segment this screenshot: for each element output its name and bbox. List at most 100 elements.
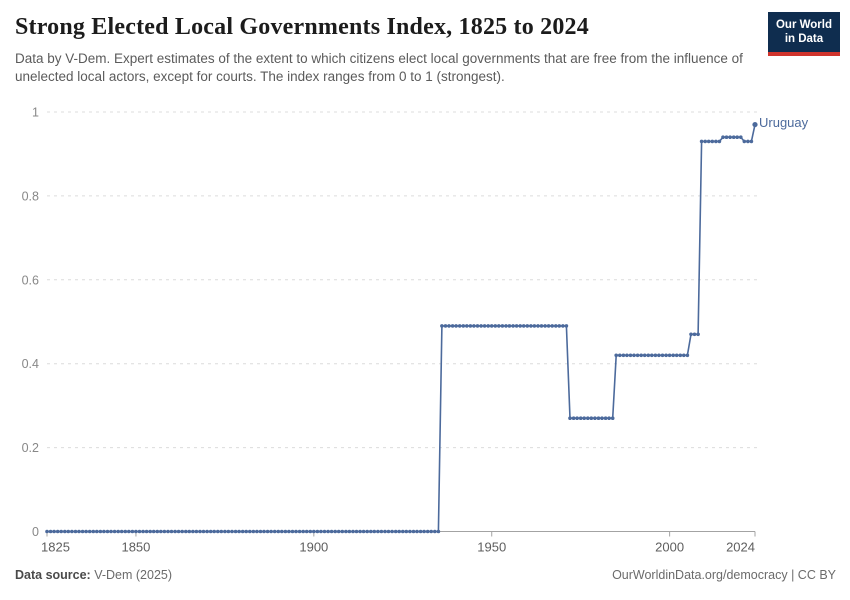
chart-header: Strong Elected Local Governments Index, …	[15, 14, 755, 86]
data-point-marker	[226, 529, 231, 534]
data-point-marker	[450, 324, 455, 328]
data-point-marker	[144, 529, 149, 534]
data-point-marker	[408, 529, 412, 534]
data-point-marker	[301, 529, 306, 534]
data-point-marker	[251, 529, 256, 534]
y-tick-label: 0.2	[22, 441, 39, 455]
data-point-marker	[276, 529, 281, 534]
data-point-marker	[475, 324, 480, 328]
data-point-marker	[610, 416, 615, 421]
data-point-marker	[379, 529, 384, 534]
data-point-marker	[436, 529, 441, 534]
y-tick-label: 0	[32, 525, 39, 539]
data-point-marker	[404, 529, 409, 534]
data-point-marker	[155, 529, 160, 534]
x-tick-label: 1900	[299, 540, 328, 555]
data-source-value: V-Dem (2025)	[94, 568, 173, 582]
data-point-marker	[468, 324, 473, 328]
data-point-marker	[112, 529, 117, 534]
data-point-marker	[593, 416, 597, 421]
data-point-marker	[685, 353, 690, 358]
data-point-marker	[280, 529, 284, 534]
data-point-marker	[361, 529, 366, 534]
data-point-marker	[137, 529, 142, 534]
data-point-marker	[322, 529, 327, 534]
data-point-marker	[457, 324, 462, 328]
data-point-marker	[393, 529, 398, 534]
data-point-marker	[454, 324, 458, 328]
data-point-marker	[127, 529, 131, 534]
data-point-marker	[319, 529, 323, 534]
data-point-marker	[440, 324, 444, 328]
credit-link[interactable]: OurWorldinData.org/democracy | CC BY	[612, 568, 836, 582]
data-point-marker	[472, 324, 476, 328]
data-point-marker	[45, 529, 49, 534]
data-point-marker	[586, 416, 590, 421]
data-point-marker	[358, 529, 362, 534]
data-point-marker	[269, 529, 273, 534]
data-point-marker	[664, 353, 668, 358]
data-point-marker	[678, 353, 683, 358]
data-point-marker	[240, 529, 245, 534]
data-point-marker	[383, 529, 387, 534]
data-point-marker	[546, 324, 551, 328]
data-point-marker	[98, 529, 103, 534]
data-point-marker	[429, 529, 434, 534]
data-point-marker	[141, 529, 145, 534]
data-point-marker	[660, 353, 665, 358]
data-point-marker	[628, 353, 633, 358]
data-point-marker	[208, 529, 213, 534]
data-point-marker	[411, 529, 416, 534]
data-point-marker	[329, 529, 334, 534]
chart-subtitle: Data by V-Dem. Expert estimates of the e…	[15, 51, 743, 84]
data-point-marker	[724, 135, 729, 139]
data-point-marker	[219, 529, 224, 534]
data-point-marker	[344, 529, 348, 534]
data-point-marker	[151, 529, 156, 534]
data-point-marker	[48, 529, 53, 534]
data-point-marker	[294, 529, 298, 534]
data-point-marker	[507, 324, 512, 328]
data-point-marker	[621, 353, 626, 358]
data-point-marker	[262, 529, 266, 534]
data-point-marker	[265, 529, 270, 534]
data-point-marker	[105, 529, 110, 534]
data-point-marker	[529, 324, 533, 328]
data-source-note: Data source: V-Dem (2025)	[15, 568, 172, 582]
data-point-marker	[642, 353, 647, 358]
data-point-marker	[504, 324, 508, 328]
data-point-marker	[134, 529, 138, 534]
series-endpoint-label: Uruguay	[759, 115, 809, 130]
data-point-marker	[365, 529, 370, 534]
data-point-marker	[657, 353, 661, 358]
data-point-marker	[176, 529, 181, 534]
data-point-marker	[667, 353, 672, 358]
data-point-marker	[646, 353, 651, 358]
data-point-marker	[614, 353, 618, 358]
data-point-marker	[194, 529, 199, 534]
data-point-marker	[603, 416, 608, 421]
data-point-marker	[52, 529, 56, 534]
data-point-marker	[63, 529, 67, 534]
data-point-marker	[561, 324, 565, 328]
data-point-marker	[372, 529, 377, 534]
data-point-marker	[571, 416, 576, 421]
data-point-marker	[390, 529, 394, 534]
data-source-label: Data source:	[15, 568, 91, 582]
x-tick-label: 2024	[726, 540, 755, 555]
data-point-marker	[212, 529, 216, 534]
data-point-marker	[706, 139, 711, 144]
data-point-marker	[514, 324, 519, 328]
data-point-marker	[109, 529, 113, 534]
data-point-marker	[91, 529, 96, 534]
data-point-marker	[198, 529, 202, 534]
data-point-marker	[557, 324, 562, 328]
data-point-marker	[497, 324, 501, 328]
data-point-marker	[632, 353, 636, 358]
data-point-marker	[710, 139, 715, 144]
data-point-marker	[447, 324, 451, 328]
data-point-marker	[223, 529, 227, 534]
data-point-marker	[699, 139, 704, 144]
